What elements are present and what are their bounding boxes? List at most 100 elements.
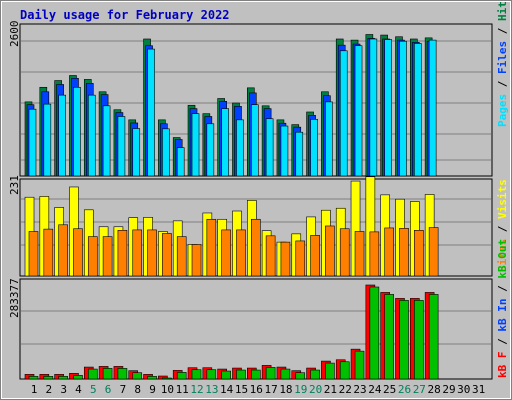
- kb-out-bar: [132, 372, 143, 380]
- bottom-legend-part: kB In: [496, 299, 509, 332]
- day-label: 10: [161, 383, 174, 396]
- day-label: 27: [413, 383, 426, 396]
- sites-bar: [162, 233, 172, 277]
- day-labels: 1 2 3 4 5 6 7 8 9 10 11 12 13 14 15 16 17 18 19 20 21 22 23 24 2…: [31, 383, 486, 396]
- top-legend-part: /: [496, 21, 509, 41]
- kb-out-bar: [236, 369, 246, 380]
- pages-bar: [147, 48, 155, 177]
- kb-out-bar: [73, 375, 83, 380]
- sites-bar: [369, 231, 380, 277]
- middle-axis-max-label: 231: [8, 175, 21, 195]
- kb-out-bar: [251, 369, 261, 380]
- top-legend-part: Pages: [496, 94, 509, 127]
- sites-bar: [384, 227, 394, 277]
- pages-bar: [221, 108, 229, 177]
- kb-out-bar: [43, 376, 54, 380]
- pages-bar: [325, 101, 333, 177]
- sites-bar: [221, 229, 231, 277]
- day-label: 31: [472, 383, 485, 396]
- kb-out-bar: [102, 368, 113, 380]
- sites-bar: [147, 229, 157, 277]
- day-label: 5: [90, 383, 97, 396]
- kb-out-bar: [295, 372, 306, 380]
- day-label: 7: [120, 383, 127, 396]
- day-label: 1: [31, 383, 38, 396]
- day-label: 13: [205, 383, 218, 396]
- day-label: 14: [220, 383, 234, 396]
- sites-bar: [354, 231, 365, 277]
- bottom-legend-part: kB Out: [496, 239, 509, 279]
- pages-bar: [191, 113, 200, 177]
- pages-bar: [28, 108, 37, 177]
- sites-bar: [132, 229, 143, 277]
- middle-legend: Sites / Visits: [496, 179, 509, 272]
- sites-bar: [399, 228, 409, 277]
- kb-out-bar: [28, 376, 39, 380]
- day-label: 4: [75, 383, 82, 396]
- pages-bar: [414, 43, 422, 177]
- middle-legend-part: Sites: [496, 239, 509, 272]
- top-legend: Pages / Files / Hits: [496, 0, 509, 127]
- bottom-legend-part: /: [496, 279, 509, 299]
- sites-bar: [414, 230, 424, 277]
- sites-bar: [251, 218, 261, 277]
- kb-out-bar: [339, 361, 350, 380]
- sites-bar: [206, 218, 217, 277]
- pages-bar: [251, 104, 259, 177]
- pages-bar: [73, 86, 81, 177]
- kb-out-bar: [325, 362, 335, 380]
- sites-bar: [28, 231, 39, 277]
- day-label: 6: [105, 383, 112, 396]
- kb-out-bar: [414, 300, 424, 380]
- kb-out-bar: [384, 294, 394, 380]
- kb-out-bar: [265, 367, 276, 380]
- day-label: 18: [279, 383, 292, 396]
- kb-out-bar: [428, 294, 439, 380]
- day-label: 19: [294, 383, 307, 396]
- pages-bar: [295, 131, 304, 177]
- kb-out-bar: [399, 300, 409, 380]
- kb-out-bar: [191, 369, 202, 380]
- sites-bar: [236, 229, 246, 277]
- pages-bar: [428, 39, 437, 177]
- pages-bar: [43, 103, 52, 177]
- kb-out-bar: [147, 376, 157, 380]
- day-label: 9: [149, 383, 156, 396]
- sites-bar: [310, 235, 320, 277]
- day-label: 24: [368, 383, 382, 396]
- day-label: 15: [235, 383, 248, 396]
- pages-bar: [280, 125, 289, 177]
- kb-out-bar: [117, 368, 128, 380]
- sites-bar: [295, 240, 306, 277]
- day-label: 28: [428, 383, 441, 396]
- pages-bar: [102, 105, 111, 177]
- bars: [24, 34, 439, 380]
- sites-bar: [58, 224, 68, 277]
- middle-legend-part: /: [496, 219, 509, 239]
- day-label: 16: [250, 383, 263, 396]
- sites-bar: [280, 241, 291, 277]
- pages-bar: [310, 118, 318, 177]
- pages-bar: [369, 38, 378, 177]
- kb-out-bar: [369, 286, 380, 380]
- pages-bar: [87, 94, 96, 177]
- pages-bar: [384, 39, 392, 177]
- sites-bar: [176, 236, 187, 277]
- sites-bar: [102, 236, 113, 277]
- sites-bar: [265, 235, 276, 277]
- top-legend-part: Files: [496, 41, 509, 74]
- kb-out-bar: [310, 369, 320, 380]
- sites-bar: [325, 225, 335, 277]
- kb-out-bar: [176, 372, 187, 380]
- pages-bar: [354, 45, 363, 177]
- day-label: 3: [60, 383, 67, 396]
- kb-out-bar: [162, 377, 172, 380]
- sites-bar: [191, 244, 202, 277]
- sites-bar: [117, 230, 128, 277]
- bottom-legend: kB F / kB In / kB Out: [496, 239, 509, 378]
- pages-bar: [339, 50, 348, 177]
- day-label: 25: [383, 383, 396, 396]
- sites-bar: [428, 227, 439, 277]
- day-label: 22: [339, 383, 352, 396]
